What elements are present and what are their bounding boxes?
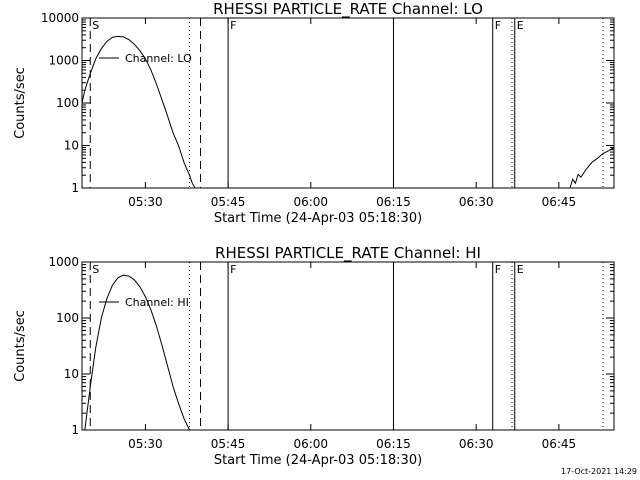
x-tick-label: 06:30: [459, 195, 494, 209]
legend-label: Channel: LO: [125, 52, 192, 65]
x-tick-label: 06:00: [293, 195, 328, 209]
y-tick-label: 10000: [41, 11, 79, 25]
x-tick-label: 06:15: [376, 437, 411, 451]
data-series-line: [84, 274, 190, 431]
x-tick-label: 06:45: [542, 195, 577, 209]
footer-timestamp: 17-Oct-2021 14:29: [561, 467, 637, 476]
event-marker-label: E: [517, 263, 524, 276]
y-tick-label: 10: [64, 367, 79, 381]
x-tick-label: 06:30: [459, 437, 494, 451]
y-tick-label: 100: [56, 96, 79, 110]
x-tick-label: 05:45: [211, 437, 246, 451]
chart-title: RHESSI PARTICLE_RATE Channel: HI: [215, 244, 481, 263]
x-tick-label: 05:30: [128, 437, 163, 451]
chart-panel-2: RHESSI PARTICLE_RATE Channel: HI 05:30 05:…: [13, 244, 615, 468]
event-marker-label: F: [230, 263, 236, 276]
event-marker-label: F: [230, 19, 236, 32]
x-tick-label: 06:00: [293, 437, 328, 451]
y-axis-label: Counts/sec: [13, 67, 28, 139]
plot-frame: [81, 261, 615, 431]
event-marker-label: E: [517, 19, 524, 32]
x-axis-label: Start Time (24-Apr-03 05:18:30): [214, 453, 422, 468]
plot-frame: [81, 17, 615, 189]
x-tick-label: 06:15: [376, 195, 411, 209]
data-series-line: [81, 35, 196, 189]
data-series-line: [569, 146, 615, 189]
y-tick-label: 1000: [48, 255, 79, 269]
chart-title: RHESSI PARTICLE_RATE Channel: LO: [213, 0, 483, 19]
y-tick-label: 10: [64, 139, 79, 153]
x-axis-label: Start Time (24-Apr-03 05:18:30): [214, 211, 422, 226]
x-tick-label: 05:30: [128, 195, 163, 209]
event-marker-label: S: [92, 19, 99, 32]
x-tick-label: 06:45: [542, 437, 577, 451]
event-marker-label: F: [495, 263, 501, 276]
y-tick-label: 100: [56, 311, 79, 325]
event-marker-label: F: [495, 19, 501, 32]
y-tick-label: 1: [71, 423, 79, 437]
y-tick-label: 1: [71, 181, 79, 195]
y-axis-label: Counts/sec: [13, 310, 28, 382]
y-tick-label: 1000: [48, 54, 79, 68]
chart-panel-1: RHESSI PARTICLE_RATE Channel: LO 05:30 05:…: [13, 0, 615, 226]
x-tick-label: 05:45: [211, 195, 246, 209]
legend-label: Channel: HI: [125, 296, 189, 309]
event-marker-label: S: [92, 263, 99, 276]
